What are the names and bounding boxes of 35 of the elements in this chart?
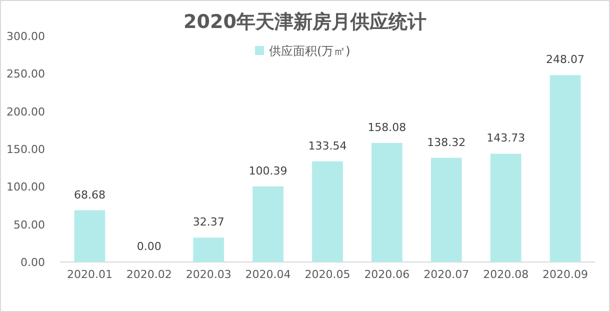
- x-tick-label: 2020.03: [186, 268, 232, 281]
- x-tick-label: 2020.01: [66, 268, 112, 281]
- data-label: 100.39: [248, 164, 288, 178]
- y-tick-label: 300.00: [6, 30, 45, 43]
- legend-label: 供应面积(万㎡): [269, 44, 350, 58]
- x-tick-label: 2020.05: [304, 268, 350, 281]
- data-label: 68.68: [74, 188, 106, 202]
- x-tick-label: 2020.08: [483, 268, 529, 281]
- y-tick-label: 100.00: [6, 180, 45, 194]
- data-label: 32.37: [192, 216, 224, 229]
- bar: [193, 238, 224, 262]
- chart-title: 2020年天津新房月供应统计: [184, 11, 426, 33]
- bar: [490, 154, 522, 262]
- y-tick-label: 0.00: [20, 256, 45, 269]
- x-tick-label: 2020.07: [424, 268, 470, 281]
- data-label: 248.07: [546, 53, 585, 66]
- x-tick-label: 2020.04: [245, 268, 291, 281]
- x-tick-label: 2020.09: [542, 268, 588, 281]
- data-label: 138.32: [427, 136, 466, 149]
- x-tick-label: 2020.02: [126, 268, 172, 281]
- y-tick-label: 200.00: [6, 105, 45, 118]
- y-tick-label: 150.00: [6, 143, 45, 156]
- bar: [550, 75, 581, 262]
- bar: [371, 142, 402, 262]
- data-label: 143.73: [486, 132, 526, 145]
- bar: [312, 161, 343, 262]
- x-tick-label: 2020.06: [364, 268, 410, 281]
- bar: [430, 158, 462, 262]
- bar: [74, 210, 106, 262]
- y-tick-label: 50.00: [14, 218, 45, 232]
- y-tick-label: 250.00: [6, 68, 45, 81]
- data-label: 0.00: [136, 240, 162, 253]
- data-label: 133.54: [308, 139, 347, 152]
- data-label: 158.08: [368, 120, 406, 134]
- bar: [252, 186, 284, 262]
